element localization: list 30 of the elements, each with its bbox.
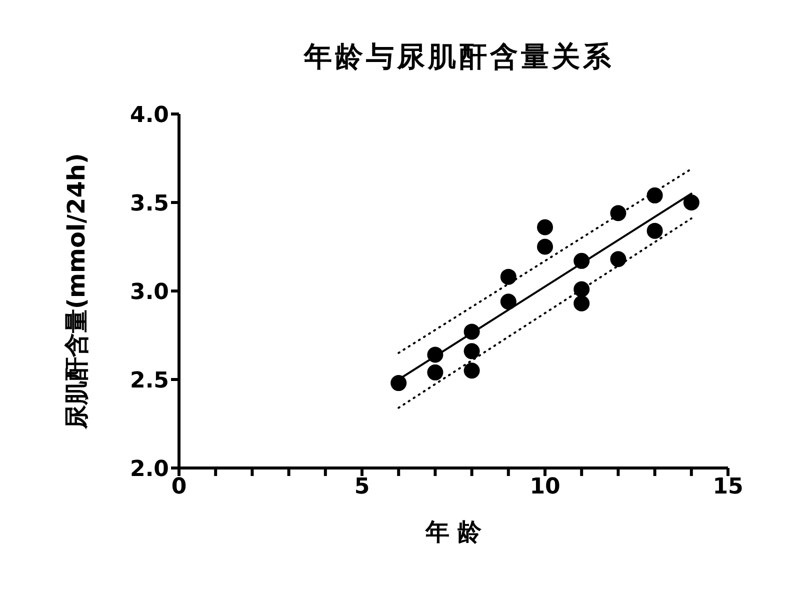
y-tick-label: 3.5	[130, 191, 169, 216]
point	[537, 219, 553, 236]
x-axis-title: 年 龄	[424, 518, 483, 546]
point	[646, 222, 663, 239]
chart-title: 年龄与尿肌酐含量关系	[302, 39, 615, 75]
x-tick-label: 5	[354, 474, 370, 500]
point	[500, 268, 516, 285]
x-tick-label: 0	[171, 474, 187, 500]
point	[464, 324, 480, 340]
point	[574, 295, 590, 312]
point	[500, 294, 516, 310]
point	[537, 238, 553, 255]
point	[610, 251, 626, 268]
point	[464, 362, 480, 379]
y-tick-label: 2.5	[130, 368, 169, 394]
y-axis-title: 尿肌酐含量(mmol/24h)	[62, 153, 91, 430]
point	[683, 194, 700, 210]
x-tick-label: 10	[530, 474, 560, 500]
point	[574, 252, 590, 269]
y-tick-label: 2.0	[130, 456, 169, 482]
point	[427, 346, 444, 363]
point	[390, 375, 407, 392]
point	[427, 364, 444, 380]
x-tick-label: 15	[712, 474, 744, 500]
point	[610, 205, 626, 222]
y-tick-label: 4.0	[130, 102, 169, 128]
point	[646, 187, 663, 204]
point	[574, 281, 590, 298]
y-tick-label: 3.0	[130, 280, 169, 305]
point	[464, 343, 480, 360]
